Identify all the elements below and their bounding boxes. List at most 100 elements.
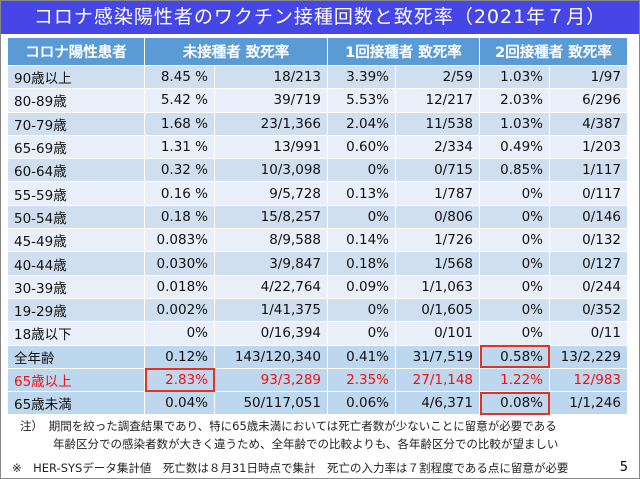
age-group-cell: 45-49歳	[7, 228, 145, 253]
age-group-cell: 65歳未満	[7, 391, 145, 416]
age-group-cell: 50-54歳	[7, 204, 145, 230]
count-cell: 0/117	[549, 181, 628, 206]
table-row: 70-79歳 1.68 % 23/1,366 2.04% 11/538 1.03% 4/38…	[7, 111, 628, 136]
count-cell: 0/16,394	[214, 321, 328, 346]
slide-title: コロナ感染陽性者のワクチン接種回数と致死率（2021年７月）	[1, 1, 639, 34]
header-two-dose: 2回接種者 致死率	[479, 37, 628, 66]
rate-cell: 0.18 %	[144, 204, 215, 230]
rate-cell: 0.14%	[327, 228, 396, 253]
rate-cell: 1.68 %	[144, 111, 215, 136]
rate-cell: 0.32 %	[144, 158, 215, 183]
age-group-cell: 30-39歳	[7, 274, 145, 299]
page-number: 5	[619, 460, 628, 475]
rate-cell: 5.53%	[327, 88, 396, 113]
rate-cell: 0.49%	[479, 134, 550, 160]
count-cell: 31/7,519	[395, 344, 480, 369]
age-group-cell: 70-79歳	[7, 111, 145, 136]
age-group-cell: 18歳以下	[7, 321, 145, 346]
count-cell: 1/1,246	[549, 391, 628, 416]
count-cell: 0/101	[395, 321, 480, 346]
count-cell: 9/5,728	[214, 181, 328, 206]
rate-cell: 2.83%	[144, 367, 215, 393]
rate-cell: 0.06%	[327, 391, 396, 416]
table-row: 65-69歳 1.31 % 13/991 0.60% 2/334 0.49% 1/203	[7, 134, 628, 160]
rate-cell: 0.09%	[327, 274, 396, 299]
count-cell: 0/11	[549, 321, 628, 346]
count-cell: 4/387	[549, 111, 628, 136]
count-cell: 27/1,148	[395, 367, 480, 393]
rate-cell: 0.13%	[327, 181, 396, 206]
rate-cell: 0%	[479, 181, 550, 206]
count-cell: 15/8,257	[214, 204, 328, 230]
count-cell: 0/352	[549, 297, 628, 323]
rate-cell: 1.22%	[479, 367, 550, 393]
rate-cell: 0.85%	[479, 158, 550, 183]
rate-cell: 2.04%	[327, 111, 396, 136]
count-cell: 12/983	[549, 367, 628, 393]
rate-cell: 0.083%	[144, 228, 215, 253]
age-group-cell: 40-44歳	[7, 251, 145, 276]
count-cell: 10/3,098	[214, 158, 328, 183]
count-cell: 1/568	[395, 251, 480, 276]
table-row: 55-59歳 0.16 % 9/5,728 0.13% 1/787 0% 0/117	[7, 181, 628, 206]
count-cell: 1/203	[549, 134, 628, 160]
rate-cell: 0%	[327, 297, 396, 323]
table-row: 80-89歳 5.42 % 39/719 5.53% 12/217 2.03% 6/296	[7, 88, 628, 113]
count-cell: 13/991	[214, 134, 328, 160]
count-cell: 0/806	[395, 204, 480, 230]
rate-cell: 0.08%	[479, 391, 550, 416]
count-cell: 1/787	[395, 181, 480, 206]
table-row: 18歳以下 0% 0/16,394 0% 0/101 0% 0/11	[7, 321, 628, 346]
table-header: コロナ陽性患者 未接種者 致死率 1回接種者 致死率 2回接種者 致死率	[7, 37, 628, 66]
table-row: 全年齢 0.12% 143/120,340 0.41% 31/7,519 0.58% 13/…	[7, 344, 628, 369]
rate-cell: 0.16 %	[144, 181, 215, 206]
table-row: 40-44歳 0.030% 3/9,847 0.18% 1/568 0% 0/127	[7, 251, 628, 276]
rate-cell: 1.03%	[479, 111, 550, 136]
count-cell: 2/334	[395, 134, 480, 160]
count-cell: 0/127	[549, 251, 628, 276]
count-cell: 39/719	[214, 88, 328, 113]
count-cell: 1/726	[395, 228, 480, 253]
rate-cell: 0.030%	[144, 251, 215, 276]
rate-cell: 0.60%	[327, 134, 396, 160]
rate-cell: 2.35%	[327, 367, 396, 393]
table-row: 65歳以上 2.83% 93/3,289 2.35% 27/1,148 1.22% 12/9…	[7, 367, 628, 393]
rate-cell: 0%	[144, 321, 215, 346]
rate-cell: 0.002%	[144, 297, 215, 323]
rate-cell: 0%	[479, 204, 550, 230]
age-group-cell: 80-89歳	[7, 88, 145, 113]
note-line-2: 年齢区分での感染者数が大きく違うため、全年齢での比較よりも、各年齢区分での比較が…	[53, 437, 559, 451]
age-group-cell: 全年齢	[7, 344, 145, 369]
count-cell: 0/244	[549, 274, 628, 299]
age-group-cell: 55-59歳	[7, 181, 145, 206]
rate-cell: 0.58%	[479, 344, 550, 369]
count-cell: 1/41,375	[214, 297, 328, 323]
rate-cell: 1.03%	[479, 64, 550, 90]
rate-cell: 5.42 %	[144, 88, 215, 113]
rate-cell: 0.12%	[144, 344, 215, 369]
count-cell: 13/2,229	[549, 344, 628, 369]
count-cell: 0/132	[549, 228, 628, 253]
count-cell: 6/296	[549, 88, 628, 113]
footer-note: ※ HER-SYSデータ集計値 死亡数は８月31日時点で集計 死亡の入力率は７割…	[12, 461, 569, 475]
table-row: 45-49歳 0.083% 8/9,588 0.14% 1/726 0% 0/132	[7, 228, 628, 253]
count-cell: 50/117,051	[214, 391, 328, 416]
rate-cell: 0.41%	[327, 344, 396, 369]
age-group-cell: 60-64歳	[7, 158, 145, 183]
count-cell: 2/59	[395, 64, 480, 90]
count-cell: 93/3,289	[214, 367, 328, 393]
header-unvaccinated: 未接種者 致死率	[144, 37, 328, 66]
age-group-cell: 65-69歳	[7, 134, 145, 160]
table-row: 50-54歳 0.18 % 15/8,257 0% 0/806 0% 0/146	[7, 204, 628, 230]
count-cell: 0/715	[395, 158, 480, 183]
header-patient: コロナ陽性患者	[7, 37, 145, 66]
count-cell: 0/1,605	[395, 297, 480, 323]
count-cell: 23/1,366	[214, 111, 328, 136]
age-group-cell: 90歳以上	[7, 64, 145, 90]
count-cell: 1/97	[549, 64, 628, 90]
count-cell: 4/22,764	[214, 274, 328, 299]
rate-cell: 0%	[327, 158, 396, 183]
table-row: 65歳未満 0.04% 50/117,051 0.06% 4/6,371 0.08% 1/1…	[7, 391, 628, 416]
count-cell: 4/6,371	[395, 391, 480, 416]
rate-cell: 0%	[479, 274, 550, 299]
